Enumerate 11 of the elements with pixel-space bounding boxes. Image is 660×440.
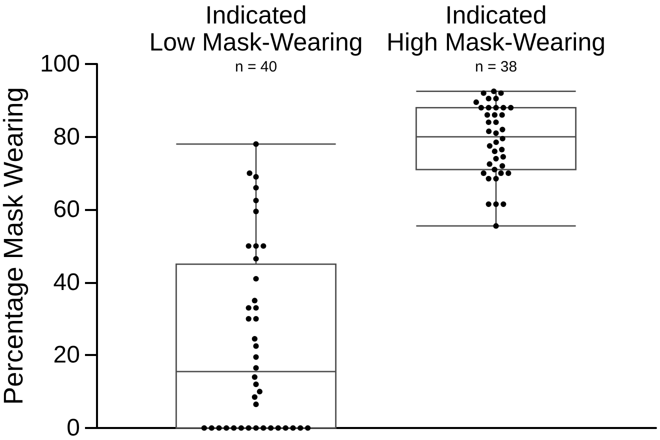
y-tick-label: 20: [53, 342, 80, 369]
annotation: n = 40: [234, 58, 278, 76]
x-tick-label: Indicated High Mask-Wearing: [386, 2, 606, 56]
annotation: n = 38: [474, 58, 518, 76]
y-tick-label: 40: [53, 268, 80, 296]
y-axis-title: Percentage Mask Wearing: [0, 87, 28, 405]
y-tick-label: 60: [53, 196, 80, 224]
y-tick-label: 100: [40, 50, 80, 78]
x-tick-label: Indicated Low Mask-Wearing: [149, 2, 363, 56]
y-tick-label: 80: [53, 123, 80, 150]
y-tick-label: 0: [66, 414, 80, 440]
